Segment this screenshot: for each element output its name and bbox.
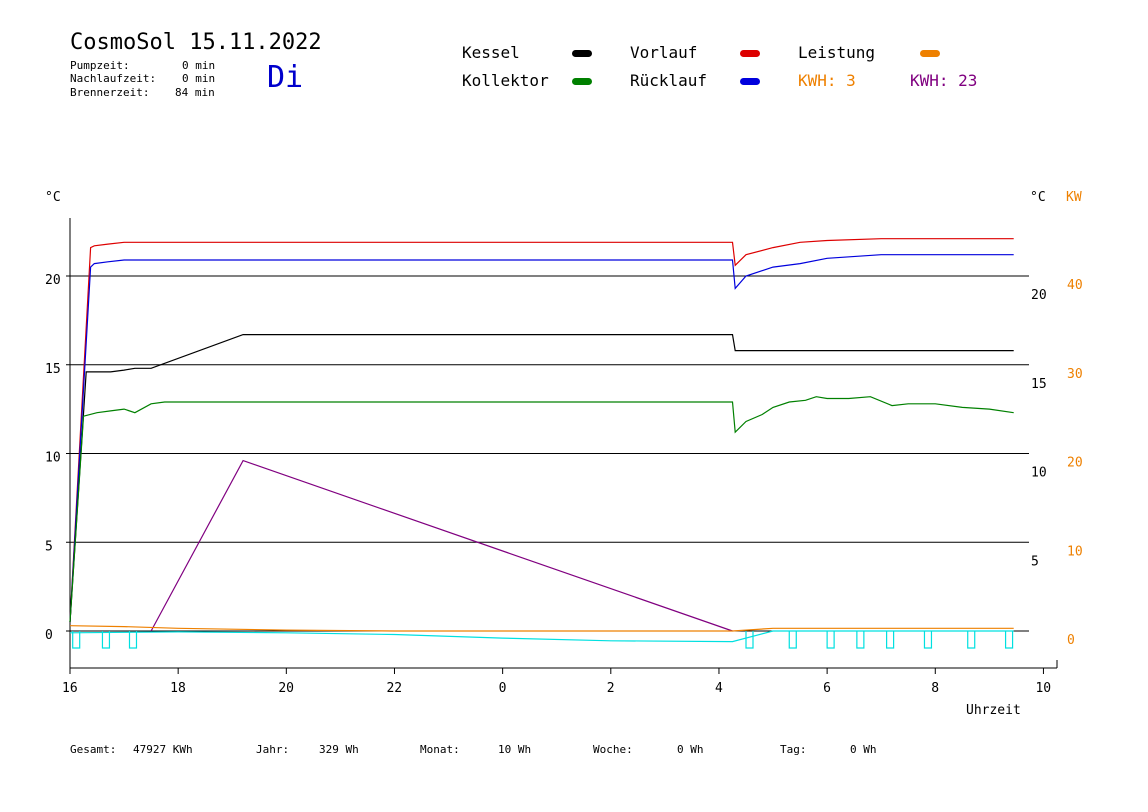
- legend-leistung-label: Leistung: [798, 43, 876, 62]
- x-tick-label: 2: [607, 681, 615, 696]
- y-tick-label: 5: [45, 539, 53, 554]
- pump-pulse: [72, 631, 81, 649]
- x-tick-label: 10: [1035, 681, 1051, 696]
- legend-kessel-label: Kessel: [462, 43, 520, 62]
- kw-tick-label: 40: [1067, 278, 1083, 293]
- x-tick-label: 4: [715, 681, 723, 696]
- legend-kwh-purple: KWH: 23: [910, 71, 978, 90]
- y-axis-label-kw: KW: [1066, 190, 1082, 205]
- y-tick-label: 0: [45, 628, 53, 643]
- y-right-tick-label: 15: [1031, 377, 1047, 392]
- pump-pulse: [856, 631, 865, 649]
- x-tick-label: 16: [62, 681, 78, 696]
- legend-kollektor-label: Kollektor: [462, 71, 549, 90]
- pump-pulse: [1004, 631, 1014, 649]
- x-tick-label: 6: [823, 681, 831, 696]
- legend-leistung-swatch: [920, 50, 940, 57]
- series-line-kessel: [69, 334, 1014, 623]
- legend-ruecklauf-label: Rücklauf: [630, 71, 708, 90]
- footer-woche-label: Woche:: [593, 743, 633, 756]
- pump-pulse: [923, 631, 933, 649]
- footer-gesamt-value: 47927 KWh: [133, 743, 193, 756]
- series-line-pumpe: [69, 630, 1014, 643]
- pump-pulse: [826, 631, 835, 649]
- footer-tag-label: Tag:: [780, 743, 807, 756]
- y-right-tick-label: 5: [1031, 554, 1039, 569]
- pump-pulse: [128, 631, 138, 649]
- legend-kollektor-swatch: [572, 78, 592, 85]
- legend-kessel-swatch: [572, 50, 592, 57]
- pump-pulse: [967, 631, 976, 649]
- stat-brenner-value: 84 min: [175, 86, 215, 99]
- stat-nachlauf-label: Nachlaufzeit:: [70, 72, 157, 85]
- legend-kwh-orange: KWH: 3: [798, 71, 856, 90]
- x-axis-label: Uhrzeit: [966, 703, 1021, 718]
- kw-tick-label: 30: [1067, 367, 1083, 382]
- kw-tick-label: 10: [1067, 544, 1083, 559]
- series-line-vorlauf: [69, 238, 1014, 623]
- y-axis-label-left: °C: [45, 190, 61, 205]
- y-right-tick-label: 10: [1031, 466, 1047, 481]
- x-tick-label: 22: [386, 681, 402, 696]
- x-tick-label: 20: [278, 681, 294, 696]
- stat-nachlauf-value: 0 min: [182, 72, 216, 85]
- y-tick-label: 10: [45, 451, 61, 466]
- footer-monat-label: Monat:: [420, 743, 460, 756]
- legend-vorlauf-swatch: [740, 50, 760, 57]
- legend-ruecklauf-swatch: [740, 78, 760, 85]
- x-tick-label: 0: [499, 681, 507, 696]
- legend-vorlauf-label: Vorlauf: [630, 43, 698, 62]
- stat-pump-label: Pumpzeit:: [70, 59, 130, 72]
- y-tick-label: 20: [45, 273, 61, 288]
- x-tick-label: 18: [170, 681, 186, 696]
- stat-pump-value: 0 min: [182, 59, 216, 72]
- footer-jahr-value: 329 Wh: [319, 743, 359, 756]
- series-line-kwh-23: [150, 459, 733, 632]
- footer-tag-value: 0 Wh: [850, 743, 877, 756]
- footer-gesamt-label: Gesamt:: [70, 743, 117, 756]
- page-title: CosmoSol 15.11.2022: [70, 30, 322, 55]
- series-line-kollektor: [69, 396, 1014, 623]
- series-line-r-cklauf: [69, 254, 1014, 623]
- footer-woche-value: 0 Wh: [677, 743, 704, 756]
- stat-brenner-label: Brennerzeit:: [70, 86, 150, 99]
- footer-jahr-label: Jahr:: [256, 743, 290, 756]
- pump-pulse: [788, 631, 797, 649]
- pump-pulse: [745, 631, 754, 649]
- y-right-tick-label: 20: [1031, 288, 1047, 303]
- weekday-label: Di: [267, 60, 304, 95]
- series-line-kwh-3: [69, 625, 1014, 632]
- y-axis-label-right: °C: [1030, 190, 1046, 205]
- y-tick-label: 15: [45, 362, 61, 377]
- x-tick-label: 8: [931, 681, 939, 696]
- kw-tick-label: 0: [1067, 633, 1075, 648]
- footer-monat-value: 10 Wh: [498, 743, 532, 756]
- pump-pulse: [886, 631, 895, 649]
- pump-pulse: [101, 631, 111, 649]
- kw-tick-label: 20: [1067, 456, 1083, 471]
